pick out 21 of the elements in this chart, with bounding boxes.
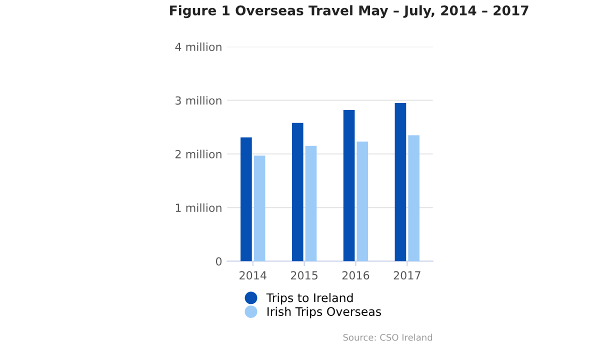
legend-label: Irish Trips Overseas [268, 306, 381, 318]
bar [343, 110, 355, 262]
y-tick-label: 3 million [176, 96, 222, 105]
chart-title: Figure 1 Overseas Travel May – July, 2014 – 2017 [170, 5, 528, 18]
bar [240, 137, 252, 262]
x-tick-label: 2014 [240, 271, 266, 280]
bar [394, 103, 406, 262]
bar [356, 142, 368, 262]
y-tick-label: 1 million [176, 203, 222, 212]
y-tick-label: 2 million [176, 150, 222, 158]
x-tick-label: 2016 [342, 271, 370, 280]
x-tick-label: 2017 [394, 271, 420, 280]
bar [292, 122, 304, 262]
y-tick-label: 4 million [175, 42, 222, 52]
source-note: Source: CSO Ireland [343, 334, 432, 341]
bar [305, 146, 317, 262]
bar [254, 156, 266, 262]
legend-label: Trips to Ireland [266, 293, 353, 305]
bar [408, 135, 420, 262]
y-tick-label: 0 [216, 257, 222, 266]
x-tick-label: 2015 [290, 271, 318, 280]
